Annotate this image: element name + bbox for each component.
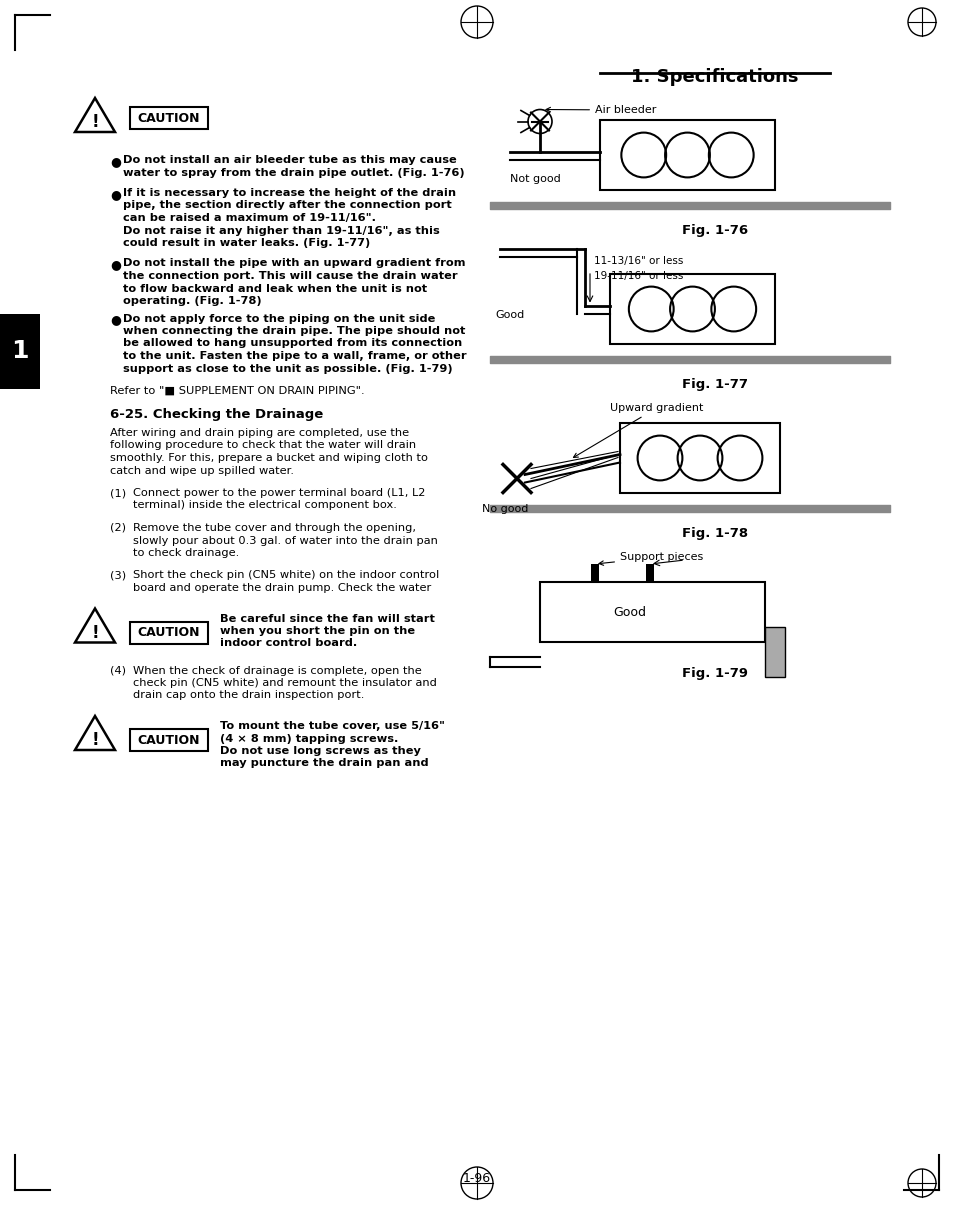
Text: check pin (CN5 white) and remount the insulator and: check pin (CN5 white) and remount the in…	[132, 678, 436, 688]
Text: water to spray from the drain pipe outlet. (Fig. 1-76): water to spray from the drain pipe outle…	[123, 167, 464, 177]
Text: Fig. 1-78: Fig. 1-78	[681, 527, 747, 540]
Text: to flow backward and leak when the unit is not: to flow backward and leak when the unit …	[123, 283, 427, 294]
Text: CAUTION: CAUTION	[137, 112, 200, 124]
Text: Do not raise it any higher than 19-11/16", as this: Do not raise it any higher than 19-11/16…	[123, 225, 439, 235]
Text: If it is necessary to increase the height of the drain: If it is necessary to increase the heigh…	[123, 188, 456, 198]
Text: operating. (Fig. 1-78): operating. (Fig. 1-78)	[123, 296, 261, 306]
Text: Be careful since the fan will start: Be careful since the fan will start	[220, 613, 435, 623]
Text: slowly pour about 0.3 gal. of water into the drain pan: slowly pour about 0.3 gal. of water into…	[132, 535, 437, 546]
Bar	[619, 423, 780, 493]
Text: (4): (4)	[110, 665, 126, 676]
Text: ●: ●	[110, 155, 121, 167]
Text: 19-11/16" or less: 19-11/16" or less	[594, 271, 682, 281]
Text: (3): (3)	[110, 570, 126, 581]
Text: When the check of drainage is complete, open the: When the check of drainage is complete, …	[132, 665, 421, 676]
Text: could result in water leaks. (Fig. 1-77): could result in water leaks. (Fig. 1-77)	[123, 239, 370, 248]
Text: (4 × 8 mm) tapping screws.: (4 × 8 mm) tapping screws.	[220, 734, 398, 743]
Bar	[645, 564, 654, 582]
Text: when connecting the drain pipe. The pipe should not: when connecting the drain pipe. The pipe…	[123, 327, 465, 336]
Text: board and operate the drain pump. Check the water: board and operate the drain pump. Check …	[132, 583, 431, 593]
Text: 11-13/16" or less: 11-13/16" or less	[594, 255, 682, 266]
Text: Upward gradient: Upward gradient	[573, 402, 702, 458]
Text: when you short the pin on the: when you short the pin on the	[220, 627, 415, 636]
Text: Remove the tube cover and through the opening,: Remove the tube cover and through the op…	[132, 523, 416, 533]
Bar	[130, 729, 208, 751]
Text: 6-25. Checking the Drainage: 6-25. Checking the Drainage	[110, 408, 323, 421]
Text: the connection port. This will cause the drain water: the connection port. This will cause the…	[123, 271, 457, 281]
Text: Short the check pin (CN5 white) on the indoor control: Short the check pin (CN5 white) on the i…	[132, 570, 438, 581]
Text: After wiring and drain piping are completed, use the: After wiring and drain piping are comple…	[110, 428, 409, 437]
Bar	[764, 627, 784, 677]
Text: can be raised a maximum of 19-11/16".: can be raised a maximum of 19-11/16".	[123, 213, 375, 223]
Text: To mount the tube cover, use 5/16": To mount the tube cover, use 5/16"	[220, 721, 444, 731]
Text: may puncture the drain pan and: may puncture the drain pan and	[220, 758, 428, 769]
Text: !: !	[91, 731, 99, 750]
Text: CAUTION: CAUTION	[137, 627, 200, 639]
Text: drain cap onto the drain inspection port.: drain cap onto the drain inspection port…	[132, 690, 364, 700]
Bar	[130, 622, 208, 643]
Text: 1-96: 1-96	[462, 1172, 491, 1185]
Text: terminal) inside the electrical component box.: terminal) inside the electrical componen…	[132, 500, 396, 511]
Text: be allowed to hang unsupported from its connection: be allowed to hang unsupported from its …	[123, 339, 462, 348]
Text: Fig. 1-77: Fig. 1-77	[681, 378, 747, 390]
Bar	[590, 564, 598, 582]
Text: !: !	[91, 113, 99, 131]
Text: 1: 1	[11, 339, 29, 363]
Text: Do not use long screws as they: Do not use long screws as they	[220, 746, 420, 756]
Text: CAUTION: CAUTION	[137, 734, 200, 747]
Bar	[539, 582, 764, 642]
Bar	[609, 274, 774, 343]
Bar	[599, 120, 774, 190]
Text: support as close to the unit as possible. (Fig. 1-79): support as close to the unit as possible…	[123, 364, 452, 374]
Text: Do not install an air bleeder tube as this may cause: Do not install an air bleeder tube as th…	[123, 155, 456, 165]
Text: 1. Specifications: 1. Specifications	[631, 67, 798, 86]
Text: indoor control board.: indoor control board.	[220, 639, 356, 648]
Text: Do not install the pipe with an upward gradient from: Do not install the pipe with an upward g…	[123, 259, 465, 269]
Text: catch and wipe up spilled water.: catch and wipe up spilled water.	[110, 465, 294, 476]
Text: !: !	[91, 623, 99, 641]
Text: Do not apply force to the piping on the unit side: Do not apply force to the piping on the …	[123, 313, 435, 323]
Text: ●: ●	[110, 188, 121, 201]
Text: Good: Good	[613, 605, 646, 618]
Text: Fig. 1-76: Fig. 1-76	[681, 224, 747, 237]
Text: following procedure to check that the water will drain: following procedure to check that the wa…	[110, 441, 416, 451]
Text: Refer to "■ SUPPLEMENT ON DRAIN PIPING".: Refer to "■ SUPPLEMENT ON DRAIN PIPING".	[110, 386, 364, 396]
Text: pipe, the section directly after the connection port: pipe, the section directly after the con…	[123, 200, 452, 211]
Text: Air bleeder: Air bleeder	[545, 105, 656, 114]
Bar	[130, 107, 208, 129]
Bar	[0, 313, 40, 388]
Text: (1): (1)	[110, 488, 126, 498]
Text: to the unit. Fasten the pipe to a wall, frame, or other: to the unit. Fasten the pipe to a wall, …	[123, 351, 466, 362]
Text: smoothly. For this, prepare a bucket and wiping cloth to: smoothly. For this, prepare a bucket and…	[110, 453, 428, 463]
Text: (2): (2)	[110, 523, 126, 533]
Text: to check drainage.: to check drainage.	[132, 548, 239, 558]
Text: ●: ●	[110, 259, 121, 271]
Text: Not good: Not good	[510, 174, 560, 183]
Text: No good: No good	[481, 504, 528, 513]
Text: Connect power to the power terminal board (L1, L2: Connect power to the power terminal boar…	[132, 488, 425, 498]
Text: Fig. 1-79: Fig. 1-79	[681, 668, 747, 680]
Text: ●: ●	[110, 313, 121, 327]
Text: Good: Good	[495, 311, 524, 321]
Text: Support pieces: Support pieces	[598, 552, 702, 565]
